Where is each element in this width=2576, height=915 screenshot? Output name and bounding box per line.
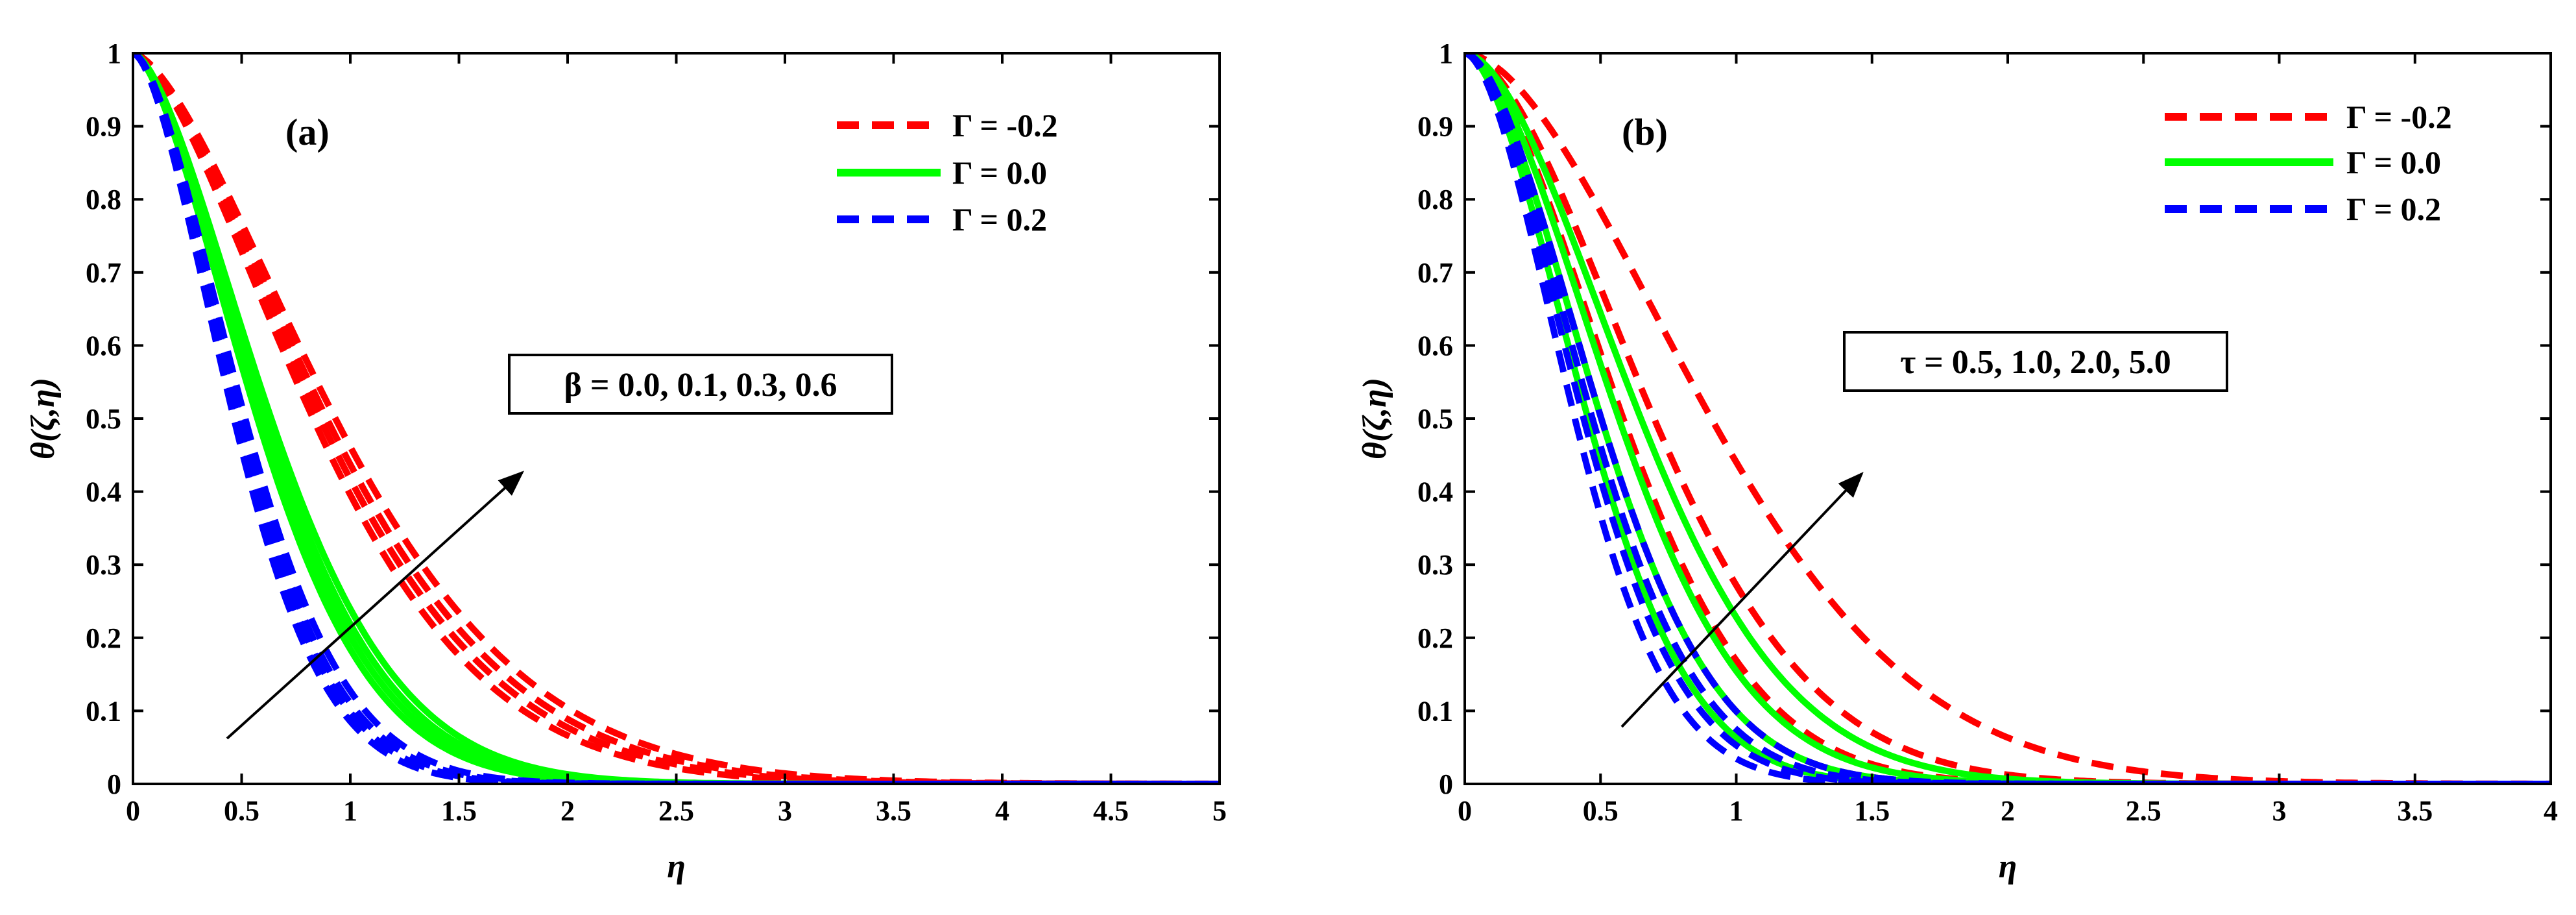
annotation-box (1843, 331, 2228, 392)
x-tick-label: 4 (995, 795, 1009, 827)
x-tick-label: 4 (2544, 795, 2558, 827)
y-tick-label: 0.7 (1417, 257, 1453, 289)
x-tick-label: 3.5 (876, 795, 911, 827)
series-line-0-curve-0 (133, 53, 1220, 784)
y-tick-label: 0.7 (86, 257, 121, 289)
panel-label: (b) (1622, 111, 1668, 153)
series-line-0-curve-3 (133, 53, 1220, 784)
x-tick-label: 2.5 (658, 795, 694, 827)
plot-frame (132, 52, 1221, 785)
series-line-0-curve-2 (133, 53, 1220, 784)
y-tick-label: 0.3 (86, 549, 121, 581)
y-tick-label: 0 (1439, 768, 1453, 800)
x-tick-label: 2 (2001, 795, 2015, 827)
x-axis-label: η (667, 848, 686, 885)
x-tick-label: 2.5 (2126, 795, 2161, 827)
x-tick-label: 1 (1729, 795, 1744, 827)
legend-entry-2: Γ = 0.2 (2346, 191, 2441, 227)
x-tick-label: 1.5 (1854, 795, 1890, 827)
y-tick-label: 0.5 (1417, 403, 1453, 435)
x-tick-label: 0 (1458, 795, 1472, 827)
legend-entry-2: Γ = 0.2 (952, 201, 1047, 238)
x-tick-label: 3.5 (2397, 795, 2433, 827)
chart-panel-b: 0 0.5 1 1.5 2 2.5 3 3.5 4 0 0.1 0.2 0.3 0.4 0.5 0.6 0.7 0… (1356, 38, 2558, 885)
y-tick-label: 0.1 (86, 695, 121, 727)
annotation-text: τ = 0.5, 1.0, 2.0, 5.0 (1900, 344, 2171, 381)
y-tick-label: 0.6 (86, 330, 121, 361)
series-line-2-curve-0 (133, 53, 1220, 784)
y-tick-label: 0.9 (1417, 111, 1453, 143)
y-tick-label: 0.6 (1417, 330, 1453, 361)
series-line-2-curve-2 (133, 53, 1220, 784)
y-tick-label: 0.8 (86, 184, 121, 215)
curves (133, 53, 1220, 784)
y-tick-label: 1 (1439, 38, 1453, 69)
legend: Γ = -0.2 Γ = 0.0 Γ = 0.2 (2165, 99, 2452, 227)
x-tick-label: 1.5 (441, 795, 477, 827)
y-tick-label: 0.4 (86, 476, 121, 508)
x-tick-label: 0.5 (1583, 795, 1619, 827)
x-tick-label: 5 (1212, 795, 1227, 827)
y-tick-label: 0.4 (1417, 476, 1453, 508)
legend: Γ = -0.2 Γ = 0.0 Γ = 0.2 (837, 107, 1058, 238)
annotation-box (508, 354, 893, 415)
y-tick-label: 0.9 (86, 111, 121, 143)
y-tick-label: 0.1 (1417, 695, 1453, 727)
series-line-2-curve-3 (1465, 53, 2551, 784)
y-tick-label: 0.3 (1417, 549, 1453, 581)
x-tick-label: 2 (560, 795, 575, 827)
y-axis-label: θ(ζ,η) (25, 378, 62, 459)
series-line-0-curve-3 (1465, 53, 2551, 784)
y-tick-label: 0.2 (1417, 622, 1453, 654)
x-tick-label: 0.5 (224, 795, 259, 827)
series-line-1-curve-2 (133, 53, 1220, 784)
legend-entry-1: Γ = 0.0 (2346, 144, 2441, 180)
trend-arrow (226, 470, 524, 740)
series-line-0-curve-1 (133, 53, 1220, 784)
y-axis-label: θ(ζ,η) (1356, 378, 1393, 459)
y-tick-label: 0.5 (86, 403, 121, 435)
legend-entry-0: Γ = -0.2 (952, 107, 1058, 143)
panel-label: (a) (285, 111, 330, 153)
legend-entry-0: Γ = -0.2 (2346, 99, 2452, 135)
series-line-2-curve-3 (133, 53, 1220, 784)
y-tick-label: 0.2 (86, 622, 121, 654)
x-tick-label: 3 (778, 795, 792, 827)
trend-arrow (1620, 472, 1864, 728)
series-line-1-curve-1 (133, 53, 1220, 784)
y-tick-label: 0 (107, 768, 121, 800)
x-tick-label: 4.5 (1093, 795, 1129, 827)
x-tick-label: 3 (2272, 795, 2287, 827)
x-tick-label: 0 (126, 795, 140, 827)
x-tick-label: 1 (343, 795, 357, 827)
y-tick-label: 1 (107, 38, 121, 69)
annotation-text: β = 0.0, 0.1, 0.3, 0.6 (564, 367, 837, 404)
series-line-1-curve-0 (133, 53, 1220, 784)
x-axis-label: η (1999, 848, 2017, 885)
series-line-1-curve-3 (133, 53, 1220, 784)
y-tick-label: 0.8 (1417, 184, 1453, 215)
series-line-2-curve-1 (133, 53, 1220, 784)
chart-panel-a: 0 0.5 1 1.5 2 2.5 3 3.5 4 4.5 5 0 0.1 0.2 0.3 0.4 0.5 0.6… (25, 38, 1227, 885)
legend-entry-1: Γ = 0.0 (952, 154, 1047, 191)
